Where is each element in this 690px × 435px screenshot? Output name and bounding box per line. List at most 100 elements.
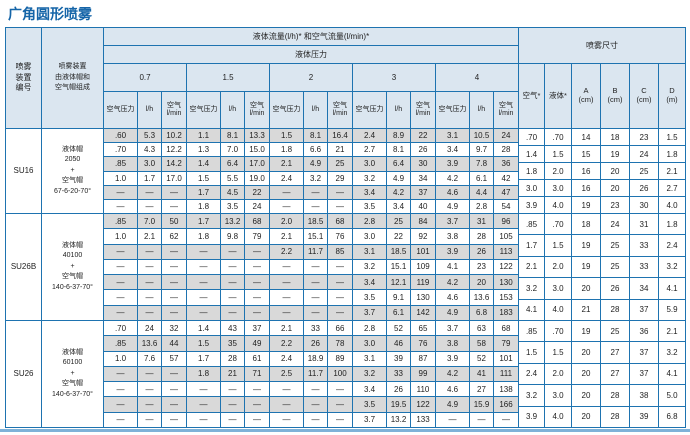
data-cell: —	[104, 244, 137, 259]
data-cell: —	[104, 397, 137, 412]
data-cell: 2.2	[270, 244, 303, 259]
data-cell: 2.2	[270, 336, 303, 351]
data-cell: 8.1	[304, 129, 327, 143]
data-cell: 1.7	[187, 214, 220, 229]
data-cell: —	[187, 290, 220, 305]
data-cell: —	[270, 185, 303, 199]
data-cell: —	[162, 275, 186, 290]
page-footer-rule	[0, 429, 690, 432]
dims-cell: 34	[630, 278, 658, 299]
data-cell: 2.1	[270, 157, 303, 171]
col-header: 空气压力	[270, 92, 303, 128]
device-id: SU16	[6, 129, 41, 213]
dims-cell: 1.8	[659, 146, 685, 162]
data-cell: 1.0	[104, 229, 137, 244]
data-cell: 96	[494, 214, 518, 229]
data-cell: 44	[162, 336, 186, 351]
dims-cell: 4.0	[545, 406, 571, 427]
data-cell: —	[328, 199, 352, 213]
data-cell: —	[328, 397, 352, 412]
dims-cell: 26	[630, 180, 658, 196]
dims-cell: .70	[545, 129, 571, 145]
dims-cell: 28	[601, 385, 629, 406]
data-cell: —	[162, 185, 186, 199]
data-cell: —	[138, 275, 161, 290]
data-cell: 4.6	[436, 382, 469, 397]
data-cell: 2.1	[270, 321, 303, 336]
dims-cell: 1.5	[519, 342, 544, 363]
caps-label: 液体帽 2050 + 空气帽 67-6-20-70°	[42, 129, 103, 213]
data-cell: —	[270, 397, 303, 412]
data-cell: —	[245, 305, 269, 320]
data-cell: 28	[494, 143, 518, 157]
data-cell: —	[328, 412, 352, 427]
dims-cell: 27	[601, 363, 629, 385]
data-cell: 27	[470, 382, 493, 397]
data-cell: 11.7	[304, 366, 327, 382]
data-cell: 26	[470, 244, 493, 259]
caps-label: 液体帽 60100 + 空气帽 140-6-37-70°	[42, 321, 103, 427]
data-cell: 3.2	[353, 171, 386, 185]
data-cell: 11.7	[304, 244, 327, 259]
data-cell: 29	[328, 171, 352, 185]
data-cell: 122	[494, 259, 518, 275]
data-cell: 4.2	[436, 171, 469, 185]
data-cell: 46	[387, 336, 410, 351]
data-cell: 1.8	[270, 143, 303, 157]
data-cell: 84	[411, 214, 435, 229]
dims-cell: 37	[630, 342, 658, 363]
data-cell: .70	[104, 143, 137, 157]
data-cell: 76	[328, 229, 352, 244]
device-col-header-line: 编号	[15, 83, 32, 93]
data-cell: —	[187, 259, 220, 275]
pressure-value: 0.7	[104, 64, 186, 91]
data-cell: 3.2	[304, 171, 327, 185]
data-cell: 68	[494, 321, 518, 336]
data-cell: 13.3	[245, 129, 269, 143]
data-cell: —	[270, 259, 303, 275]
data-cell: 4.3	[138, 143, 161, 157]
data-cell: —	[221, 382, 244, 397]
data-cell: —	[104, 259, 137, 275]
dims-cell: 19	[572, 235, 600, 256]
dims-cell: 3.9	[519, 406, 544, 427]
data-cell: 25	[328, 157, 352, 171]
data-cell: 4.2	[387, 185, 410, 199]
data-cell: 2.8	[353, 214, 386, 229]
data-cell: 1.0	[104, 171, 137, 185]
pressure-title: 液体压力	[104, 46, 518, 63]
dims-cell: 19	[572, 321, 600, 342]
data-cell: —	[187, 397, 220, 412]
dims-cell: 37	[630, 363, 658, 385]
data-cell: 31	[470, 214, 493, 229]
data-cell: 33	[304, 321, 327, 336]
data-cell: —	[304, 185, 327, 199]
dims-cell: 3.2	[519, 385, 544, 406]
data-cell: 100	[328, 366, 352, 382]
data-cell: 18.5	[387, 244, 410, 259]
data-cell: 8.1	[221, 129, 244, 143]
data-cell: —	[138, 397, 161, 412]
data-cell: 92	[411, 229, 435, 244]
data-cell: 142	[411, 305, 435, 320]
dims-cell: 4.0	[659, 197, 685, 213]
data-cell: 138	[494, 382, 518, 397]
data-cell: 3.9	[436, 157, 469, 171]
dims-cell: 33	[630, 235, 658, 256]
data-cell: 13.2	[221, 214, 244, 229]
flow-data-grid: .70 24 32 1.4 43 37 2.1 33 66 2.8 52 65 3.7 63 68.85 13…	[104, 321, 518, 427]
dims-cell: 2.7	[659, 180, 685, 196]
data-cell: 7.0	[221, 143, 244, 157]
data-cell: 3.1	[353, 244, 386, 259]
dims-cell: 5.0	[659, 385, 685, 406]
data-cell: 1.4	[187, 157, 220, 171]
data-cell: 12.2	[162, 143, 186, 157]
data-cell: 21	[221, 366, 244, 382]
data-cell: 76	[411, 336, 435, 351]
dims-cell: 4.1	[659, 363, 685, 385]
data-cell: 18.9	[304, 351, 327, 366]
col-header: 空气压力	[104, 92, 137, 128]
data-cell: —	[187, 382, 220, 397]
dims-cell: 16	[572, 180, 600, 196]
dims-cell: 4.0	[545, 197, 571, 213]
